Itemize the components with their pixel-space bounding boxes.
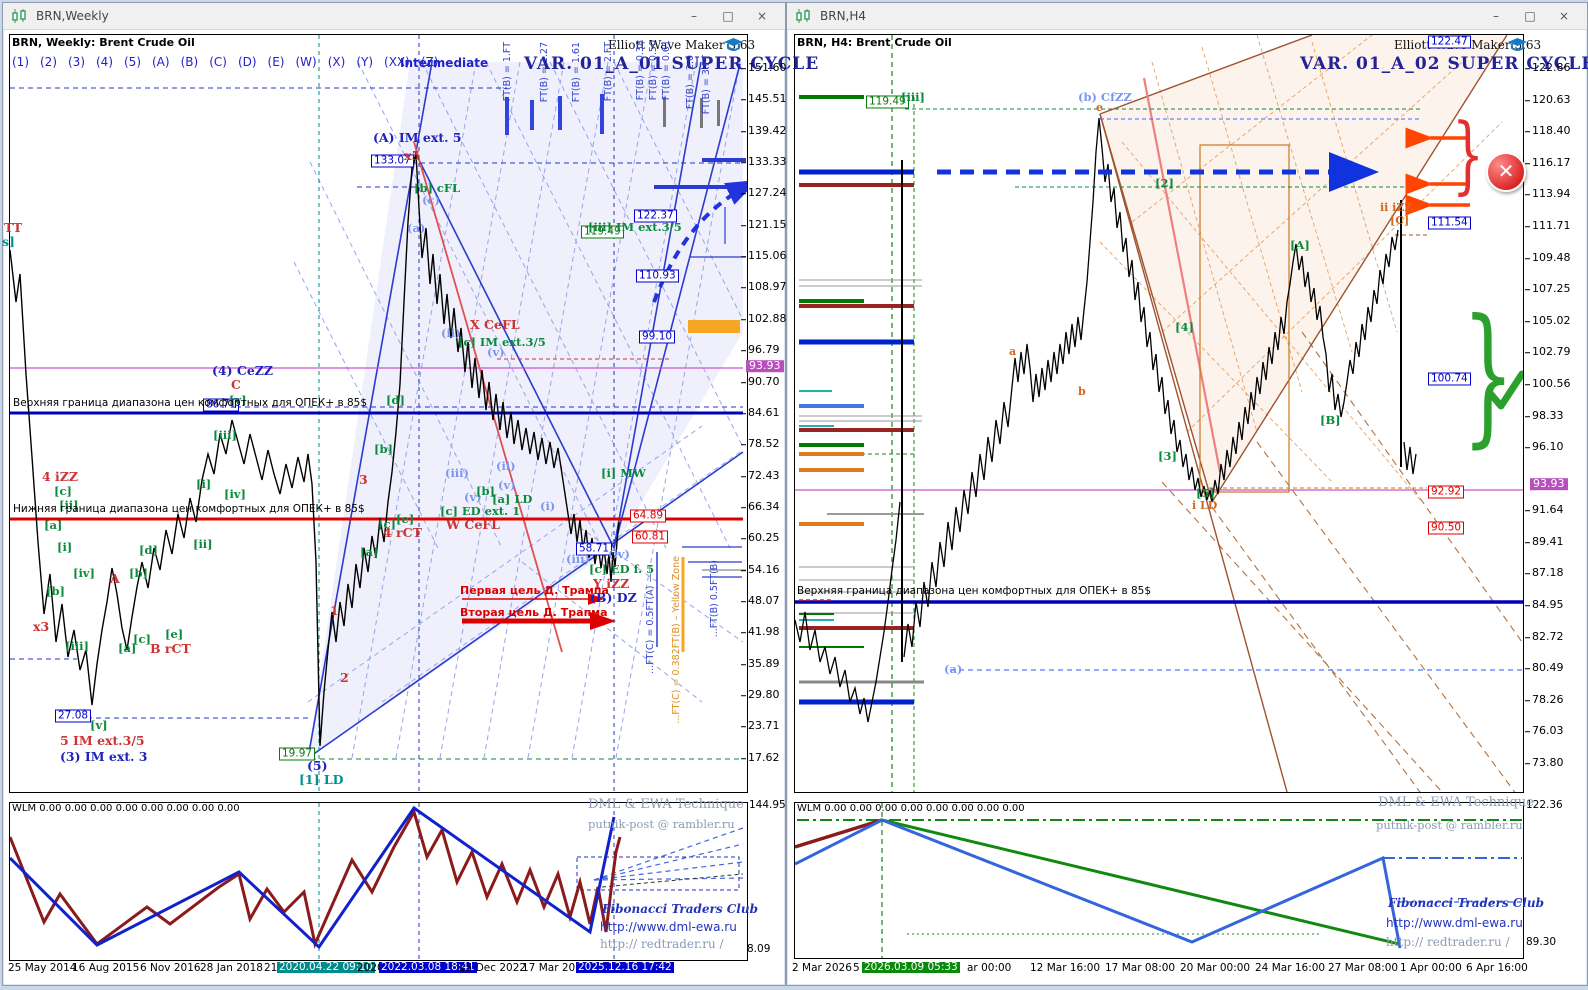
handoff-arrow bbox=[652, 180, 747, 303]
weekly-chart-canvas bbox=[10, 35, 747, 792]
wave-degree-button[interactable]: (X) bbox=[327, 55, 346, 69]
minimize-button[interactable]: – bbox=[691, 8, 697, 23]
maximize-button[interactable]: □ bbox=[1524, 8, 1536, 23]
minimize-button[interactable]: – bbox=[1493, 8, 1499, 23]
wave-degree-button[interactable]: (5) bbox=[124, 55, 141, 69]
window-title: BRN,Weekly bbox=[36, 9, 109, 23]
wave-degree-button[interactable]: (3) bbox=[68, 55, 85, 69]
orange-rect bbox=[1199, 144, 1290, 493]
h4-chart-canvas bbox=[795, 35, 1523, 792]
wave-degree-button[interactable]: (4) bbox=[96, 55, 113, 69]
orange-zone-box bbox=[688, 320, 740, 333]
wave-toolbar: (1) (2) (3) (4) (5) (A) (B) (C) (D) (E) (W) (X) (Y) (… bbox=[12, 55, 438, 69]
wave-degree-button[interactable]: (W) bbox=[295, 55, 317, 69]
target-brace: } bbox=[1462, 288, 1515, 462]
h4-indicator-pane[interactable] bbox=[794, 802, 1524, 959]
close-button[interactable]: × bbox=[1558, 8, 1570, 23]
wave-degree-button[interactable]: (E) bbox=[267, 55, 285, 69]
blue-channel-zone bbox=[308, 62, 743, 758]
wave-degree-button[interactable]: (2) bbox=[40, 55, 57, 69]
h4-chart-label: BRN, H4: Brent Crude Oil bbox=[797, 36, 952, 49]
level-segments bbox=[799, 95, 924, 705]
wave-degree-button[interactable]: (XX) bbox=[384, 55, 410, 69]
weekly-chart-plot[interactable] bbox=[9, 34, 748, 793]
wave-degree-button[interactable]: (1) bbox=[12, 55, 29, 69]
wave-degree-button[interactable]: (Y) bbox=[356, 55, 374, 69]
wave-degree-button[interactable]: (D) bbox=[237, 55, 257, 69]
wave-degree-button[interactable]: (B) bbox=[180, 55, 199, 69]
forecast-box bbox=[576, 856, 740, 891]
wlm-red-line bbox=[10, 808, 622, 949]
h4-chart-plot[interactable] bbox=[794, 34, 1524, 793]
weekly-indicator-pane[interactable] bbox=[9, 802, 748, 961]
maximize-button[interactable]: □ bbox=[722, 8, 734, 23]
wave-degree-button[interactable]: (A) bbox=[152, 55, 170, 69]
salmon-trendline bbox=[1142, 77, 1222, 473]
price-line bbox=[10, 153, 620, 747]
degree-selector[interactable]: Intermediate bbox=[400, 56, 489, 70]
close-button[interactable]: × bbox=[756, 8, 768, 23]
invalid-icon: ✕ bbox=[1486, 152, 1526, 192]
wlm-blue-line bbox=[10, 805, 616, 950]
wave-degree-button[interactable]: (C) bbox=[209, 55, 227, 69]
weekly-chart-label: BRN, Weekly: Brent Crude Oil bbox=[12, 36, 195, 49]
trump-arrows bbox=[462, 593, 616, 630]
window-title: BRN,H4 bbox=[820, 9, 867, 23]
titlebar-h4[interactable]: BRN,H4 – □ × bbox=[787, 3, 1587, 30]
rejection-brace: } bbox=[1452, 105, 1485, 203]
wlm-green-line bbox=[881, 818, 1400, 946]
window-brn-h4: BRN,H4 – □ × bbox=[786, 2, 1588, 986]
wave-degree-button[interactable]: (Z) bbox=[420, 55, 439, 69]
check-icon bbox=[1485, 370, 1523, 410]
candle-series bbox=[795, 117, 1417, 723]
rejection-arrows bbox=[1405, 127, 1470, 216]
candles-icon bbox=[796, 9, 810, 23]
wlm-blue-line bbox=[795, 818, 1402, 949]
candles-icon bbox=[12, 9, 26, 23]
wlm-red-line bbox=[795, 818, 883, 849]
graduation-cap-icon bbox=[1508, 38, 1527, 51]
titlebar-weekly[interactable]: BRN,Weekly – □ × bbox=[3, 3, 785, 30]
projection-bars bbox=[505, 94, 720, 135]
window-brn-weekly: BRN,Weekly – □ × bbox=[2, 2, 786, 986]
graduation-cap-icon bbox=[724, 38, 743, 51]
